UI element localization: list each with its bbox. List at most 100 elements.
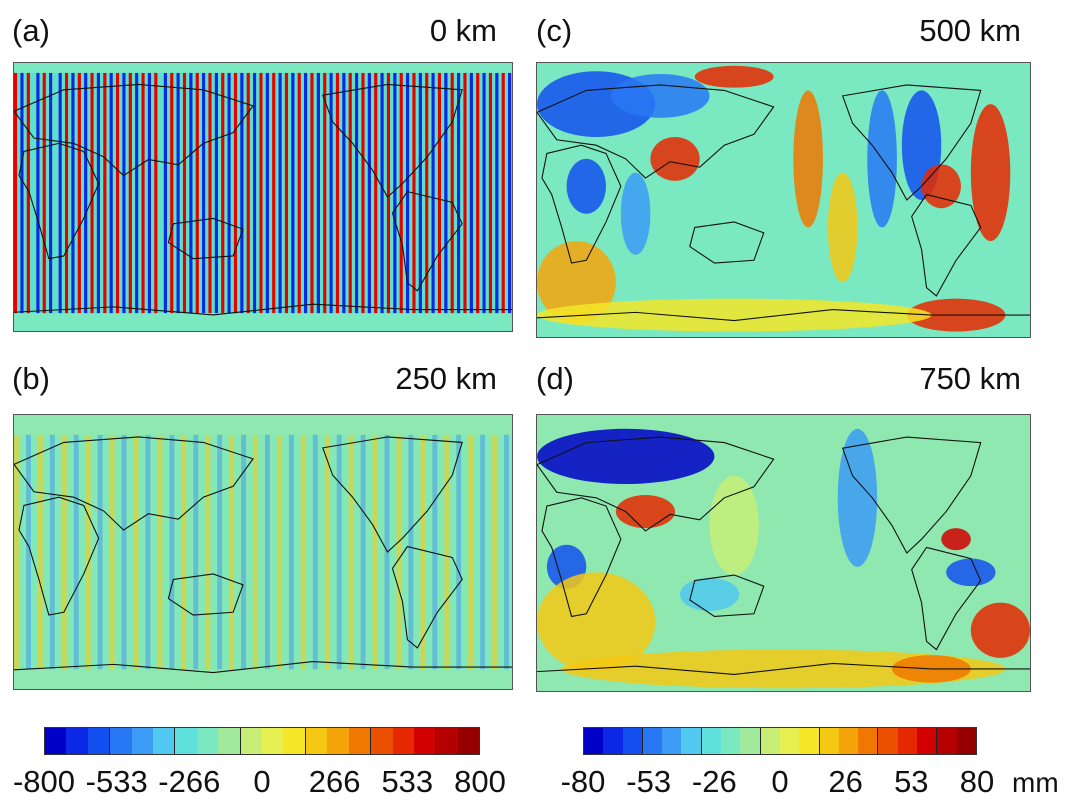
panel-label-c: (c) — [536, 13, 573, 48]
map-c-svg — [537, 63, 1030, 337]
colorbar-swatch — [87, 728, 111, 754]
colorbar-swatch — [760, 728, 780, 754]
coastline — [391, 191, 463, 292]
colorbar-swatch — [457, 728, 480, 754]
stripe-pattern — [14, 434, 512, 670]
colorbar-right-tick: 53 — [894, 764, 929, 799]
coastline — [911, 193, 982, 297]
map-panel-c — [536, 62, 1031, 338]
coastline — [14, 303, 512, 316]
stripe-pattern — [14, 70, 512, 316]
colorbar-swatch — [799, 728, 820, 754]
colorbar-swatch — [196, 728, 219, 754]
colorbar-left-tick: 0 — [253, 764, 271, 799]
colorbar-swatch — [937, 728, 957, 754]
colorbar-swatch — [175, 728, 197, 754]
colorbar-swatch — [153, 728, 176, 754]
colorbar-right-tick: -80 — [560, 764, 606, 799]
colorbar-left-tick: 266 — [308, 764, 361, 799]
coastline — [689, 221, 765, 264]
coastlines — [14, 436, 512, 674]
panel-title-a: 0 km — [429, 13, 497, 48]
coastline — [18, 496, 100, 616]
colorbar-swatch — [956, 728, 976, 754]
colorbar-left-tick: -533 — [85, 764, 148, 799]
panel-label-b: (b) — [12, 361, 50, 396]
colorbar-swatch — [622, 728, 643, 754]
coastline — [322, 83, 463, 198]
map-d-svg — [537, 415, 1030, 691]
colorbar-swatch — [262, 728, 284, 754]
coastline — [322, 436, 463, 553]
coastlines — [537, 436, 1030, 675]
map-b-svg — [14, 415, 512, 689]
coastline — [537, 309, 1030, 322]
colorbar-right-tick: 26 — [828, 764, 863, 799]
coastline — [841, 84, 982, 201]
coastline — [14, 661, 512, 674]
panel-label-a: (a) — [12, 13, 50, 48]
colorbar-swatch — [327, 728, 349, 754]
colorbar-right-tick: 0 — [771, 764, 789, 799]
coastlines — [14, 83, 512, 316]
map-panel-a — [13, 62, 513, 332]
coastline — [541, 144, 622, 264]
colorbar-swatch — [897, 728, 918, 754]
colorbar-swatch — [779, 728, 800, 754]
colorbar-swatch — [110, 728, 132, 754]
colorbar-swatch — [371, 728, 393, 754]
colorbar-swatch — [917, 728, 938, 754]
coastline — [541, 497, 622, 618]
coastline — [14, 436, 254, 531]
colorbar-swatch — [240, 728, 263, 754]
colorbar-swatch — [131, 728, 154, 754]
coastline — [537, 662, 1030, 675]
colorbar-swatch — [436, 728, 458, 754]
colorbar-swatch — [681, 728, 702, 754]
colorbar-right-tick: -53 — [626, 764, 672, 799]
colorbar-swatch — [642, 728, 663, 754]
colorbar-right-tick: -26 — [691, 764, 737, 799]
coastline — [537, 436, 775, 532]
map-panel-d — [536, 414, 1031, 692]
coastline — [841, 436, 982, 554]
colorbar-swatch — [740, 728, 761, 754]
coastline — [18, 142, 100, 260]
colorbar-left-tick: -800 — [12, 764, 76, 799]
colorbar-swatch — [283, 728, 306, 754]
colorbar-swatch — [819, 728, 839, 754]
coastline — [537, 84, 775, 179]
colorbar-left-ticks: -800 -533 -266 0 266 533 800 — [13, 764, 506, 799]
colorbar-swatch — [858, 728, 879, 754]
coastline — [167, 573, 244, 616]
panel-label-d: (d) — [536, 361, 574, 396]
map-a-svg — [14, 63, 512, 331]
coastline — [391, 545, 463, 649]
colorbar-right-tick: 80 — [959, 764, 995, 799]
anomaly-field — [537, 65, 1011, 332]
colorbar-swatch — [413, 728, 437, 754]
panel-title-b: 250 km — [395, 361, 497, 396]
coastline — [689, 574, 765, 617]
colorbar-swatch — [392, 728, 414, 754]
colorbar-swatch — [305, 728, 328, 754]
colorbar-right — [583, 727, 977, 755]
map-panel-b — [13, 414, 513, 690]
colorbar-left-tick: 533 — [381, 764, 434, 799]
colorbar-swatch — [66, 728, 88, 754]
colorbar-swatch — [878, 728, 898, 754]
colorbar-left-tick: 800 — [454, 764, 506, 799]
coastline — [167, 217, 244, 260]
colorbar-right-ticks: -80 -53 -26 0 26 53 80 — [561, 764, 995, 799]
panel-title-d: 750 km — [919, 361, 1021, 396]
coastline — [14, 83, 254, 177]
colorbar-swatch — [45, 728, 67, 754]
colorbar-left-tick: -266 — [158, 764, 221, 799]
colorbar-swatch — [584, 728, 604, 754]
colorbar-swatch — [603, 728, 623, 754]
colorbar-swatch — [348, 728, 372, 754]
colorbar-swatch — [218, 728, 241, 754]
anomaly-field — [537, 428, 1030, 689]
colorbar-swatch — [662, 728, 682, 754]
colorbar-left — [44, 727, 480, 755]
